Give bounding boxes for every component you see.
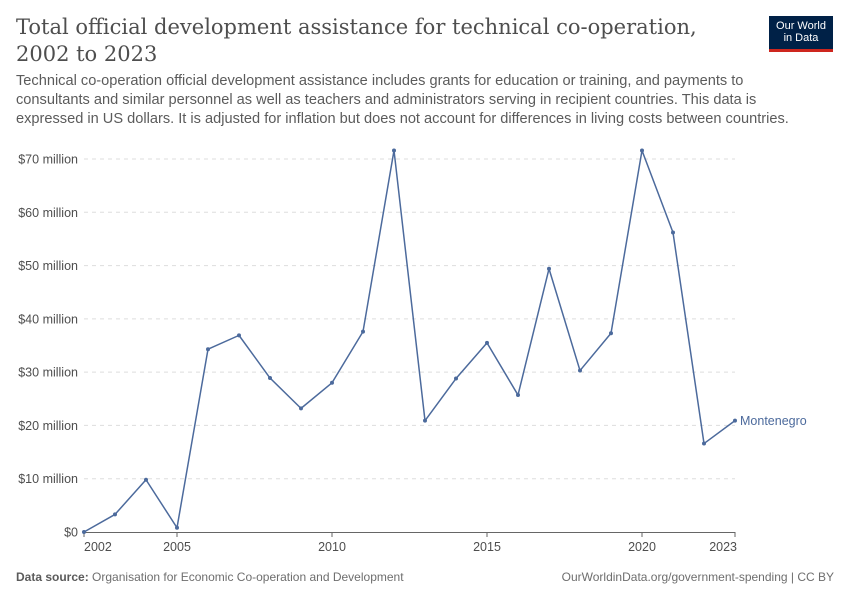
data-point <box>578 368 582 373</box>
data-point <box>454 376 458 381</box>
x-tick-label: 2023 <box>709 540 737 554</box>
data-point <box>237 333 241 338</box>
data-point <box>392 148 396 153</box>
data-point <box>206 347 210 352</box>
source-url[interactable]: OurWorldinData.org/government-spending |… <box>561 570 834 584</box>
chart-title: Total official development assistance fo… <box>16 15 697 66</box>
data-point <box>671 230 675 235</box>
data-point <box>82 530 86 534</box>
data-point <box>330 380 334 385</box>
y-tick-label: $60 million <box>18 206 78 220</box>
data-point <box>547 266 551 271</box>
y-tick-label: $20 million <box>18 419 78 433</box>
data-source-label: Data source: <box>16 570 89 584</box>
y-tick-label: $10 million <box>18 472 78 486</box>
data-point <box>175 525 179 530</box>
x-tick-label: 2020 <box>628 540 656 554</box>
y-tick-label: $50 million <box>18 259 78 273</box>
x-tick-label: 2015 <box>473 540 501 554</box>
logo-line-2: in Data <box>783 32 819 44</box>
y-tick-label: $30 million <box>18 366 78 380</box>
data-point <box>485 340 489 345</box>
chart-subtitle: Technical co-operation official developm… <box>16 73 789 127</box>
owid-logo[interactable]: Our World in Data <box>769 16 833 52</box>
data-point <box>299 406 303 411</box>
x-tick-label: 2010 <box>318 540 346 554</box>
series-line <box>83 149 736 533</box>
data-source: Data source: Organisation for Economic C… <box>16 570 404 584</box>
data-point <box>113 512 117 517</box>
data-point <box>733 418 737 423</box>
y-tick-label: $0 <box>64 526 78 540</box>
data-point <box>516 393 520 398</box>
data-point <box>609 331 613 336</box>
x-tick-label: 2005 <box>163 540 191 554</box>
y-tick-label: $70 million <box>18 153 78 167</box>
x-tick-label: 2002 <box>84 540 112 554</box>
data-point <box>268 376 272 381</box>
logo-line-1: Our World <box>776 20 826 32</box>
data-source-text[interactable]: Organisation for Economic Co-operation a… <box>92 570 404 584</box>
data-point <box>640 148 644 153</box>
series-label: Montenegro <box>740 414 807 428</box>
data-point <box>702 441 706 446</box>
data-point <box>144 477 148 482</box>
data-point <box>361 329 365 334</box>
data-point <box>423 418 427 423</box>
y-tick-label: $40 million <box>18 312 78 326</box>
